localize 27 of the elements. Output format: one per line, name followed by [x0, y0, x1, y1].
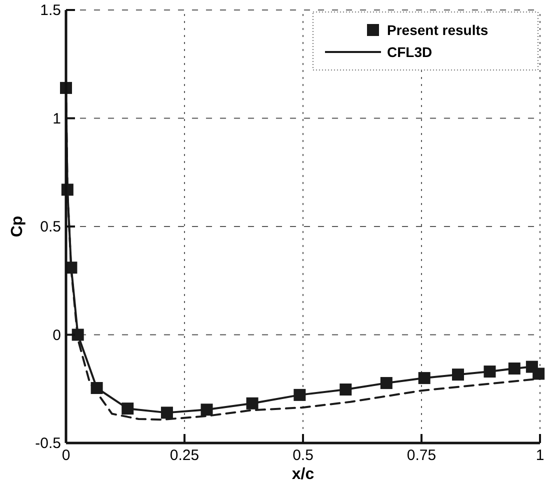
point — [452, 368, 464, 381]
x-tick-label: 0.75 — [406, 447, 436, 464]
point — [90, 382, 103, 394]
x-tick-label: 1 — [536, 447, 544, 464]
x-tick-label: 0.25 — [170, 447, 200, 464]
point — [484, 366, 496, 378]
point — [508, 362, 520, 375]
y-tick-label: 1.5 — [40, 2, 61, 19]
legend-label: Present results — [387, 22, 488, 38]
point — [294, 388, 306, 401]
y-axis-title: Cp — [9, 216, 26, 238]
y-tick-label: 1 — [52, 110, 61, 128]
point — [246, 397, 258, 410]
point — [200, 404, 213, 416]
point — [532, 368, 545, 380]
legend-label: CFL3D — [387, 44, 432, 60]
point — [122, 402, 134, 415]
point — [418, 372, 430, 384]
y-tick-label: -0.5 — [35, 435, 61, 452]
point — [340, 384, 352, 396]
point — [160, 406, 173, 419]
y-tick-label: 0.5 — [40, 218, 61, 236]
y-tick-label: 0 — [52, 326, 61, 344]
x-axis-title: x/c — [292, 466, 314, 483]
point — [380, 377, 392, 390]
point — [72, 328, 84, 341]
x-tick-label: 0.5 — [292, 447, 314, 464]
